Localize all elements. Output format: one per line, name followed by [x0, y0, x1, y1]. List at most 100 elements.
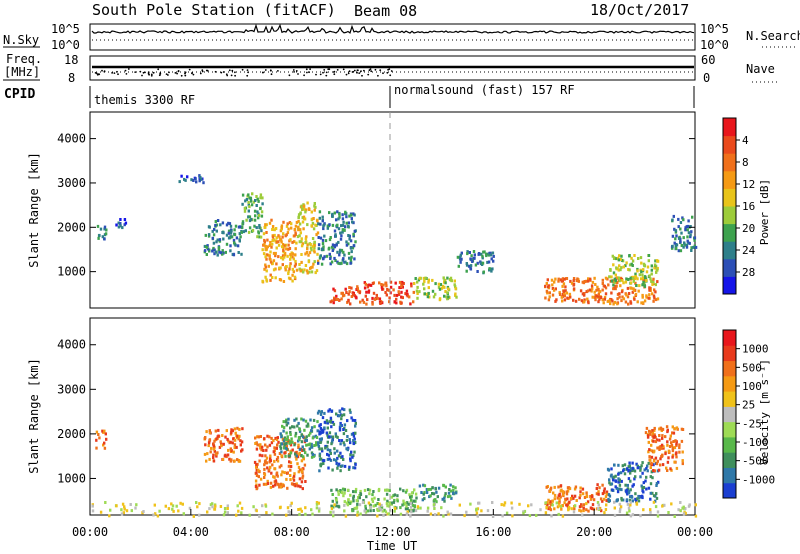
data-cell: [255, 474, 259, 477]
data-cell: [572, 279, 575, 283]
data-cell: [650, 264, 653, 268]
data-cell: [669, 467, 672, 471]
data-cell: [671, 244, 674, 248]
data-cell: [254, 442, 257, 445]
data-cell: [642, 276, 645, 280]
data-cell: [653, 296, 656, 300]
data-cell: [489, 251, 492, 255]
freq-point: [269, 69, 272, 72]
data-cell: [343, 503, 346, 507]
data-cell: [471, 260, 474, 263]
data-cell: [259, 443, 262, 447]
data-cell: [300, 433, 303, 437]
data-cell: [342, 220, 345, 224]
data-cell: [634, 292, 638, 296]
data-cell: [437, 512, 440, 516]
data-cell: [365, 290, 368, 294]
data-cell: [629, 514, 633, 518]
data-cell: [384, 488, 387, 492]
data-cell: [271, 239, 274, 242]
data-cell: [307, 207, 311, 211]
data-cell: [567, 505, 571, 509]
data-cell: [236, 244, 240, 248]
data-cell: [647, 296, 650, 300]
data-cell: [371, 300, 374, 304]
data-cell: [652, 463, 655, 467]
data-cell: [285, 431, 288, 435]
data-cell: [410, 494, 413, 498]
data-cell: [651, 292, 654, 296]
data-cell: [402, 499, 405, 503]
data-cell: [364, 294, 367, 298]
data-cell: [275, 446, 278, 450]
data-cell: [299, 228, 302, 232]
data-cell: [454, 491, 458, 495]
data-cell: [372, 291, 376, 295]
data-cell: [559, 504, 563, 508]
data-cell: [282, 232, 285, 236]
data-cell: [616, 302, 619, 306]
data-cell: [331, 499, 334, 503]
data-cell: [352, 244, 356, 248]
data-cell: [346, 488, 350, 492]
data-cell: [652, 299, 655, 303]
data-cell: [679, 227, 682, 231]
data-cell: [340, 417, 343, 421]
data-cell: [609, 268, 612, 272]
data-cell: [310, 455, 314, 459]
data-cell: [329, 452, 332, 455]
data-cell: [319, 413, 323, 416]
data-cell: [449, 278, 452, 282]
data-cell: [563, 298, 567, 302]
data-cell: [593, 290, 596, 294]
data-cell: [340, 261, 343, 265]
data-cell: [271, 463, 274, 467]
data-cell: [283, 471, 286, 475]
data-cell: [330, 507, 334, 511]
data-cell: [378, 506, 381, 510]
data-cell: [300, 253, 303, 256]
nsearch-label: N.Search: [746, 29, 800, 43]
data-cell: [313, 444, 316, 447]
data-cell: [473, 256, 476, 260]
data-cell: [297, 470, 300, 474]
data-cell: [394, 281, 397, 285]
data-cell: [453, 279, 456, 283]
data-cell: [330, 299, 334, 303]
data-cell: [557, 277, 560, 281]
data-cell: [673, 427, 676, 431]
data-cell: [549, 508, 553, 512]
station-title: South Pole Station (fitACF): [92, 1, 336, 19]
data-cell: [389, 280, 393, 284]
data-cell: [641, 471, 644, 475]
freq-scatter-points: [94, 68, 393, 77]
data-cell: [247, 215, 250, 219]
data-cell: [248, 226, 252, 230]
data-cell: [611, 476, 614, 480]
data-cell: [361, 298, 364, 302]
data-cell: [299, 485, 302, 489]
data-cell: [633, 254, 636, 257]
data-cell: [265, 269, 268, 273]
data-cell: [642, 268, 645, 272]
data-cell: [259, 235, 263, 239]
data-cell: [317, 261, 320, 265]
data-cell: [216, 253, 219, 257]
data-cell: [286, 435, 289, 439]
data-cell: [210, 446, 213, 450]
data-cell: [431, 492, 434, 495]
data-cell: [481, 261, 485, 265]
colorbar-swatch: [723, 360, 736, 377]
data-cell: [286, 506, 290, 510]
data-cell: [225, 223, 229, 227]
data-cell: [289, 461, 293, 465]
data-cell: [298, 447, 302, 451]
data-cell: [282, 446, 286, 450]
data-cell: [222, 513, 226, 517]
data-cell: [620, 496, 623, 500]
data-cell: [350, 432, 354, 436]
data-cell: [275, 471, 279, 475]
data-cell: [422, 492, 425, 496]
data-cell: [665, 425, 669, 429]
data-cell: [646, 435, 650, 439]
